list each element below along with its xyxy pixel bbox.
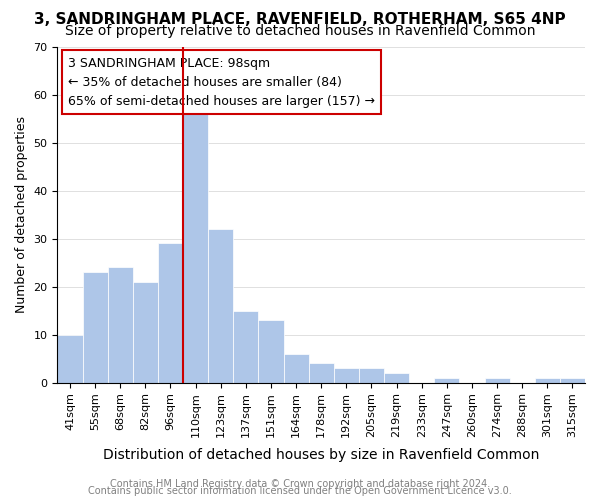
Text: Contains HM Land Registry data © Crown copyright and database right 2024.: Contains HM Land Registry data © Crown c… xyxy=(110,479,490,489)
Bar xyxy=(434,378,460,382)
Bar xyxy=(133,282,158,382)
Bar xyxy=(308,364,334,382)
Bar xyxy=(485,378,509,382)
Bar xyxy=(83,272,107,382)
Text: Size of property relative to detached houses in Ravenfield Common: Size of property relative to detached ho… xyxy=(65,24,535,38)
Bar xyxy=(208,229,233,382)
Bar xyxy=(359,368,384,382)
Bar xyxy=(284,354,308,382)
Bar xyxy=(233,310,259,382)
Bar xyxy=(107,268,133,382)
Bar xyxy=(158,244,183,382)
X-axis label: Distribution of detached houses by size in Ravenfield Common: Distribution of detached houses by size … xyxy=(103,448,539,462)
Bar xyxy=(384,373,409,382)
Text: 3, SANDRINGHAM PLACE, RAVENFIELD, ROTHERHAM, S65 4NP: 3, SANDRINGHAM PLACE, RAVENFIELD, ROTHER… xyxy=(34,12,566,28)
Bar xyxy=(58,334,83,382)
Bar xyxy=(183,104,208,382)
Text: 3 SANDRINGHAM PLACE: 98sqm
← 35% of detached houses are smaller (84)
65% of semi: 3 SANDRINGHAM PLACE: 98sqm ← 35% of deta… xyxy=(68,56,375,108)
Text: Contains public sector information licensed under the Open Government Licence v3: Contains public sector information licen… xyxy=(88,486,512,496)
Y-axis label: Number of detached properties: Number of detached properties xyxy=(15,116,28,313)
Bar xyxy=(560,378,585,382)
Bar xyxy=(259,320,284,382)
Bar xyxy=(334,368,359,382)
Bar xyxy=(535,378,560,382)
